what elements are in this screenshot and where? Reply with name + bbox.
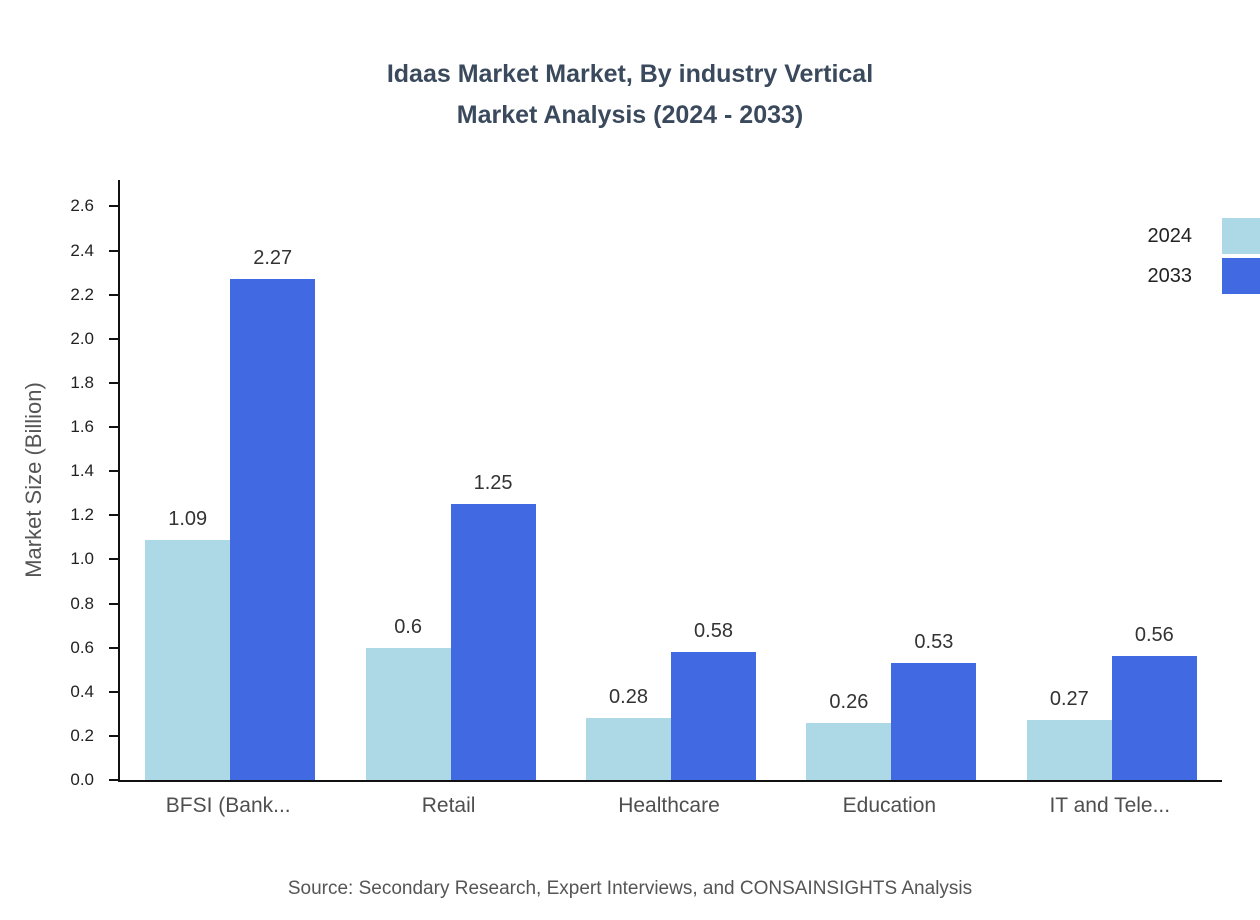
y-tick-mark <box>109 514 118 517</box>
legend-item: 2033 <box>1148 258 1260 294</box>
bar-value-label: 0.58 <box>694 620 733 643</box>
y-tick-mark <box>109 293 118 296</box>
y-axis-ticks: 0.0 0.2 0.4 0.6 0.8 1.0 1.2 1.4 1.6 1.8 2.0 2.2 2.4 2… <box>0 180 118 789</box>
y-tick-label: 2.4 <box>70 240 94 260</box>
legend-item: 2024 <box>1148 218 1260 254</box>
x-category-label: Education <box>842 794 937 817</box>
y-tick-mark <box>109 381 118 384</box>
x-axis-labels: BFSI (Bank... Retail Healthcare Education IT… <box>118 794 1220 826</box>
bar-2033 <box>891 663 977 780</box>
legend: 2024 2033 <box>1148 218 1260 298</box>
y-tick-mark <box>109 426 118 429</box>
y-tick-label: 2.6 <box>70 196 94 216</box>
legend-swatch <box>1222 258 1260 294</box>
chart-title: Idaas Market Market, By industry Vertica… <box>0 54 1260 136</box>
y-tick-mark <box>109 205 118 208</box>
y-tick-label: 1.8 <box>70 372 94 392</box>
bar-2033 <box>230 279 316 780</box>
bar-value-label: 0.6 <box>394 615 422 638</box>
y-tick-label: 0.6 <box>70 637 94 657</box>
bar-2024 <box>1026 720 1112 780</box>
bar-value-label: 0.56 <box>1134 624 1174 647</box>
bar-2033 <box>1111 656 1197 780</box>
y-tick-mark <box>109 249 118 252</box>
source-note: Source: Secondary Research, Expert Inter… <box>287 878 973 899</box>
bar-value-label: 0.27 <box>1049 688 1089 711</box>
chart-title-line1: Idaas Market Market, By industry Vertica… <box>386 60 874 88</box>
bar-2024 <box>365 647 451 780</box>
bar-value-label: 2.27 <box>253 247 293 270</box>
bar-2024 <box>806 722 892 780</box>
y-tick-mark <box>109 779 118 781</box>
y-tick-label: 0.4 <box>70 681 94 701</box>
x-category-label: Retail <box>421 794 476 817</box>
bar-value-label: 0.28 <box>609 686 648 709</box>
y-tick-label: 1.0 <box>70 549 94 569</box>
x-category-label: Healthcare <box>618 794 720 817</box>
y-tick-label: 0.0 <box>70 770 94 789</box>
plot-area: 1.09 2.27 0.6 1.25 0.28 0.58 0.26 0.53 0.27 0.56 <box>118 180 1222 782</box>
y-tick-mark <box>109 558 118 561</box>
y-tick-mark <box>109 337 118 340</box>
bar-2033 <box>450 504 536 780</box>
y-tick-mark <box>109 602 118 605</box>
x-category-label: BFSI (Bank... <box>165 794 291 817</box>
bar-value-label: 1.09 <box>168 507 208 530</box>
bar-2024 <box>145 539 231 780</box>
y-tick-mark <box>109 690 118 693</box>
y-tick-label: 0.2 <box>70 725 94 745</box>
bar-value-label: 1.25 <box>473 472 513 495</box>
y-tick-label: 1.4 <box>70 461 94 481</box>
legend-label: 2024 <box>1147 224 1193 247</box>
y-tick-mark <box>109 734 118 737</box>
y-tick-label: 2.2 <box>70 284 94 304</box>
y-tick-label: 1.2 <box>70 505 94 525</box>
y-tick-label: 2.0 <box>70 328 94 348</box>
legend-swatch <box>1222 218 1260 254</box>
y-tick-mark <box>109 470 118 473</box>
bar-2024 <box>586 718 671 780</box>
y-tick-label: 0.8 <box>70 593 94 613</box>
chart-title-line2: Market Analysis (2024 - 2033) <box>456 101 804 129</box>
bar-2033 <box>671 652 756 780</box>
x-category-label: IT and Tele... <box>1049 794 1171 817</box>
bar-value-label: 0.53 <box>914 631 954 654</box>
y-tick-label: 1.6 <box>70 417 94 437</box>
y-tick-mark <box>109 646 118 649</box>
bar-value-label: 0.26 <box>829 690 869 713</box>
legend-label: 2033 <box>1147 264 1193 287</box>
